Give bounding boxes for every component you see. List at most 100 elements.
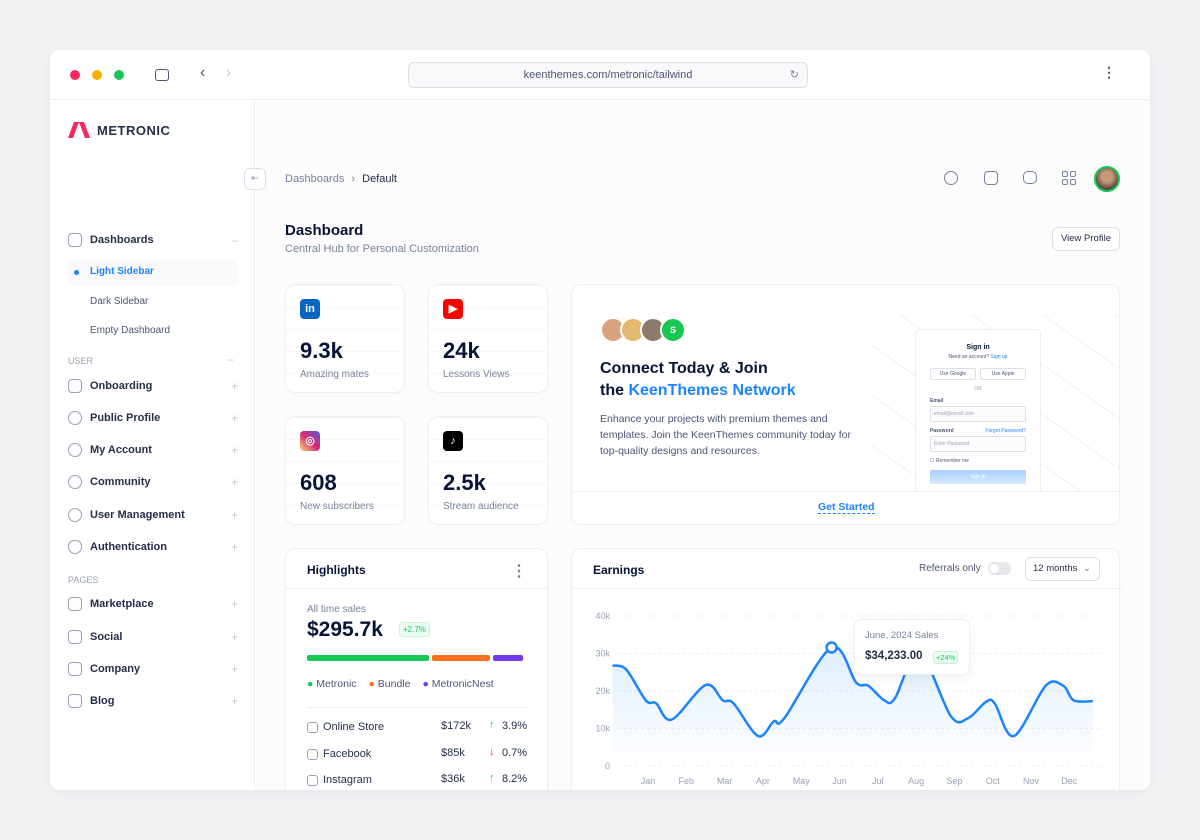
instagram-icon: ◎ xyxy=(300,431,320,451)
get-started-link[interactable]: Get Started xyxy=(818,501,875,514)
sidebar-item-company[interactable]: Company + xyxy=(68,658,238,680)
sidebar-item-my-account[interactable]: My Account + xyxy=(68,439,238,461)
user-gear-icon xyxy=(68,508,82,522)
forward-icon[interactable]: › xyxy=(226,64,232,81)
series-area xyxy=(612,646,1093,766)
plus-icon: + xyxy=(230,597,238,611)
total-sales: $295.7k xyxy=(307,618,383,641)
instagram-icon xyxy=(307,775,318,786)
plus-icon: + xyxy=(230,540,238,554)
page-title: Dashboard xyxy=(285,222,364,239)
row-name: Facebook xyxy=(323,747,372,760)
chevron-right-icon: › xyxy=(351,173,356,185)
sidebar-item-onboarding[interactable]: Onboarding + xyxy=(68,375,238,397)
chevron-down-icon: ⌄ xyxy=(1083,563,1091,574)
notifications-icon[interactable] xyxy=(984,171,998,185)
user-avatar[interactable] xyxy=(1094,166,1120,192)
collapse-sidebar-button[interactable]: ⇤ xyxy=(244,168,266,190)
y-tick-label: 0 xyxy=(605,761,610,771)
remember-label: Remember me xyxy=(935,458,969,464)
collapse-icon: – xyxy=(231,233,238,247)
close-window-button[interactable] xyxy=(70,70,80,80)
plus-icon: + xyxy=(230,662,238,676)
tooltip-title: June, 2024 Sales xyxy=(865,630,939,641)
sidebar-item-empty-dashboard[interactable]: Empty Dashboard xyxy=(90,325,171,336)
gear-icon xyxy=(68,443,82,457)
blog-icon xyxy=(68,694,82,708)
plus-icon: + xyxy=(230,694,238,708)
plus-icon: + xyxy=(230,630,238,644)
linkedin-icon: in xyxy=(300,299,320,319)
nav-label: Marketplace xyxy=(90,598,154,610)
stat-card: ◎ 608 New subscribers xyxy=(285,416,405,525)
sidebar-item-dashboards[interactable]: Dashboards – xyxy=(68,229,238,251)
arrow-up-icon: ↑ xyxy=(489,772,495,784)
stat-label: Stream audience xyxy=(443,501,519,512)
building-icon xyxy=(68,662,82,676)
remember-checkbox: ☐ Remember me xyxy=(930,458,969,464)
sidebar-item-blog[interactable]: Blog + xyxy=(68,690,238,712)
nav-label: User Management xyxy=(90,509,185,521)
reload-icon[interactable]: ↻ xyxy=(789,69,799,81)
sidebar-item-dark-sidebar[interactable]: Dark Sidebar xyxy=(90,296,149,307)
period-select[interactable]: 12 months ⌄ xyxy=(1025,557,1100,581)
more-menu-icon[interactable]: ⋮ xyxy=(1102,64,1116,80)
stat-label: Lessons Views xyxy=(443,369,510,380)
chat-icon[interactable] xyxy=(1023,171,1037,184)
referrals-label: Referrals only xyxy=(919,563,981,574)
nav-label: Blog xyxy=(90,695,115,707)
sidebar-item-community[interactable]: Community + xyxy=(68,471,238,493)
plus-icon: + xyxy=(230,508,238,522)
title-line: the xyxy=(600,382,629,399)
stat-value: 24k xyxy=(443,338,480,363)
apps-grid-icon[interactable] xyxy=(1062,171,1076,185)
period-value: 12 months xyxy=(1033,563,1078,574)
browser-window: ‹ › keenthemes.com/metronic/tailwind ↻ ⋮ … xyxy=(50,50,1150,790)
more-options-icon[interactable]: ⋮ xyxy=(511,563,527,580)
view-profile-button[interactable]: View Profile xyxy=(1052,227,1120,251)
maximize-window-button[interactable] xyxy=(114,70,124,80)
divider xyxy=(307,707,527,708)
facebook-icon xyxy=(307,748,318,760)
sidebar-item-public-profile[interactable]: Public Profile + xyxy=(68,407,238,429)
y-tick-label: 20k xyxy=(595,686,610,696)
tooltip-change-badge: +24% xyxy=(933,651,959,664)
breadcrumb-current: Default xyxy=(362,173,397,185)
x-tick-label: May xyxy=(793,776,811,786)
back-icon[interactable]: ‹ xyxy=(200,64,206,81)
search-icon[interactable] xyxy=(944,171,958,185)
y-tick-label: 40k xyxy=(595,611,610,621)
section-title-pages: PAGES xyxy=(68,575,99,585)
avatar-group: S xyxy=(600,317,686,343)
signin-need: Need an account? xyxy=(948,354,990,360)
signin-title: Sign in xyxy=(966,344,990,351)
signin-submit: Sign In xyxy=(930,470,1026,484)
sidebar-toggle-icon[interactable] xyxy=(155,69,169,81)
divider xyxy=(572,588,1121,589)
sidebar-item-authentication[interactable]: Authentication + xyxy=(68,536,238,558)
minimize-window-button[interactable] xyxy=(92,70,102,80)
banner-title: Connect Today & Join the KeenThemes Netwo… xyxy=(600,358,796,402)
sidebar-item-light-sidebar[interactable]: Light Sidebar xyxy=(90,266,154,277)
referrals-toggle[interactable] xyxy=(988,562,1011,575)
stat-value: 9.3k xyxy=(300,338,343,363)
email-label: Email xyxy=(930,398,944,404)
arrow-up-icon: ↑ xyxy=(489,719,495,731)
sidebar-item-social[interactable]: Social + xyxy=(68,626,238,648)
title-line: Connect Today & Join xyxy=(600,360,768,377)
nav-label: Public Profile xyxy=(90,412,161,424)
stat-label: New subscribers xyxy=(300,501,374,512)
plus-icon: + xyxy=(230,379,238,393)
store-icon xyxy=(307,722,318,733)
logo[interactable]: METRONIC xyxy=(68,122,170,138)
sidebar-item-user-management[interactable]: User Management + xyxy=(68,504,238,526)
legend-dot-icon: ● xyxy=(422,678,429,690)
legend-item: ● MetronicNest xyxy=(423,678,494,690)
breadcrumb-parent[interactable]: Dashboards xyxy=(285,173,345,185)
nav-label: Company xyxy=(90,663,141,675)
row-change: 0.7% xyxy=(502,746,528,759)
sidebar-item-marketplace[interactable]: Marketplace + xyxy=(68,593,238,615)
apple-button: Use Apple xyxy=(980,368,1026,380)
address-bar[interactable]: keenthemes.com/metronic/tailwind ↻ xyxy=(408,62,808,88)
legend-dot-icon: ● xyxy=(307,678,314,690)
